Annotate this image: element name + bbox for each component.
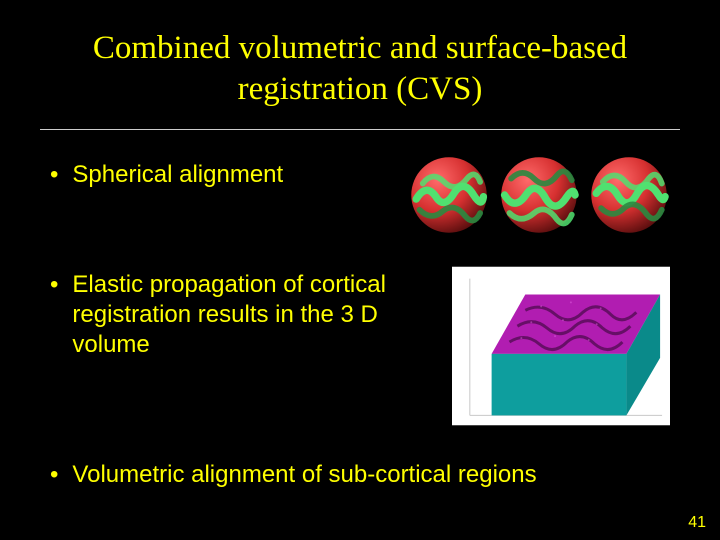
bullet-text: Spherical alignment bbox=[72, 160, 283, 190]
bullet-text: Volumetric alignment of sub-cortical reg… bbox=[72, 460, 536, 490]
brain-sphere-icon bbox=[588, 154, 670, 236]
sphere-image-group bbox=[283, 154, 670, 236]
bullet-item: • Elastic propagation of cortical regist… bbox=[50, 270, 410, 360]
bullet-item: • Spherical alignment bbox=[50, 160, 283, 190]
brain-sphere-icon bbox=[498, 154, 580, 236]
brain-sphere-icon bbox=[408, 154, 490, 236]
volume-3d-icon bbox=[452, 266, 670, 426]
slide: Combined volumetric and surface-based re… bbox=[0, 0, 720, 540]
bullet-marker: • bbox=[50, 160, 58, 190]
bullet-text: Elastic propagation of cortical registra… bbox=[72, 270, 410, 360]
bullet-marker: • bbox=[50, 270, 58, 300]
bullet-row-2: • Elastic propagation of cortical regist… bbox=[50, 270, 670, 426]
bullet-row-1: • Spherical alignment bbox=[50, 160, 670, 236]
slide-content: • Spherical alignment bbox=[50, 160, 670, 490]
bullet-marker: • bbox=[50, 460, 58, 490]
volume-image bbox=[410, 266, 670, 426]
slide-title: Combined volumetric and surface-based re… bbox=[50, 28, 670, 111]
bullet-row-3: • Volumetric alignment of sub-cortical r… bbox=[50, 460, 670, 490]
page-number: 41 bbox=[688, 514, 706, 532]
title-divider bbox=[40, 129, 680, 130]
bullet-item: • Volumetric alignment of sub-cortical r… bbox=[50, 460, 537, 490]
